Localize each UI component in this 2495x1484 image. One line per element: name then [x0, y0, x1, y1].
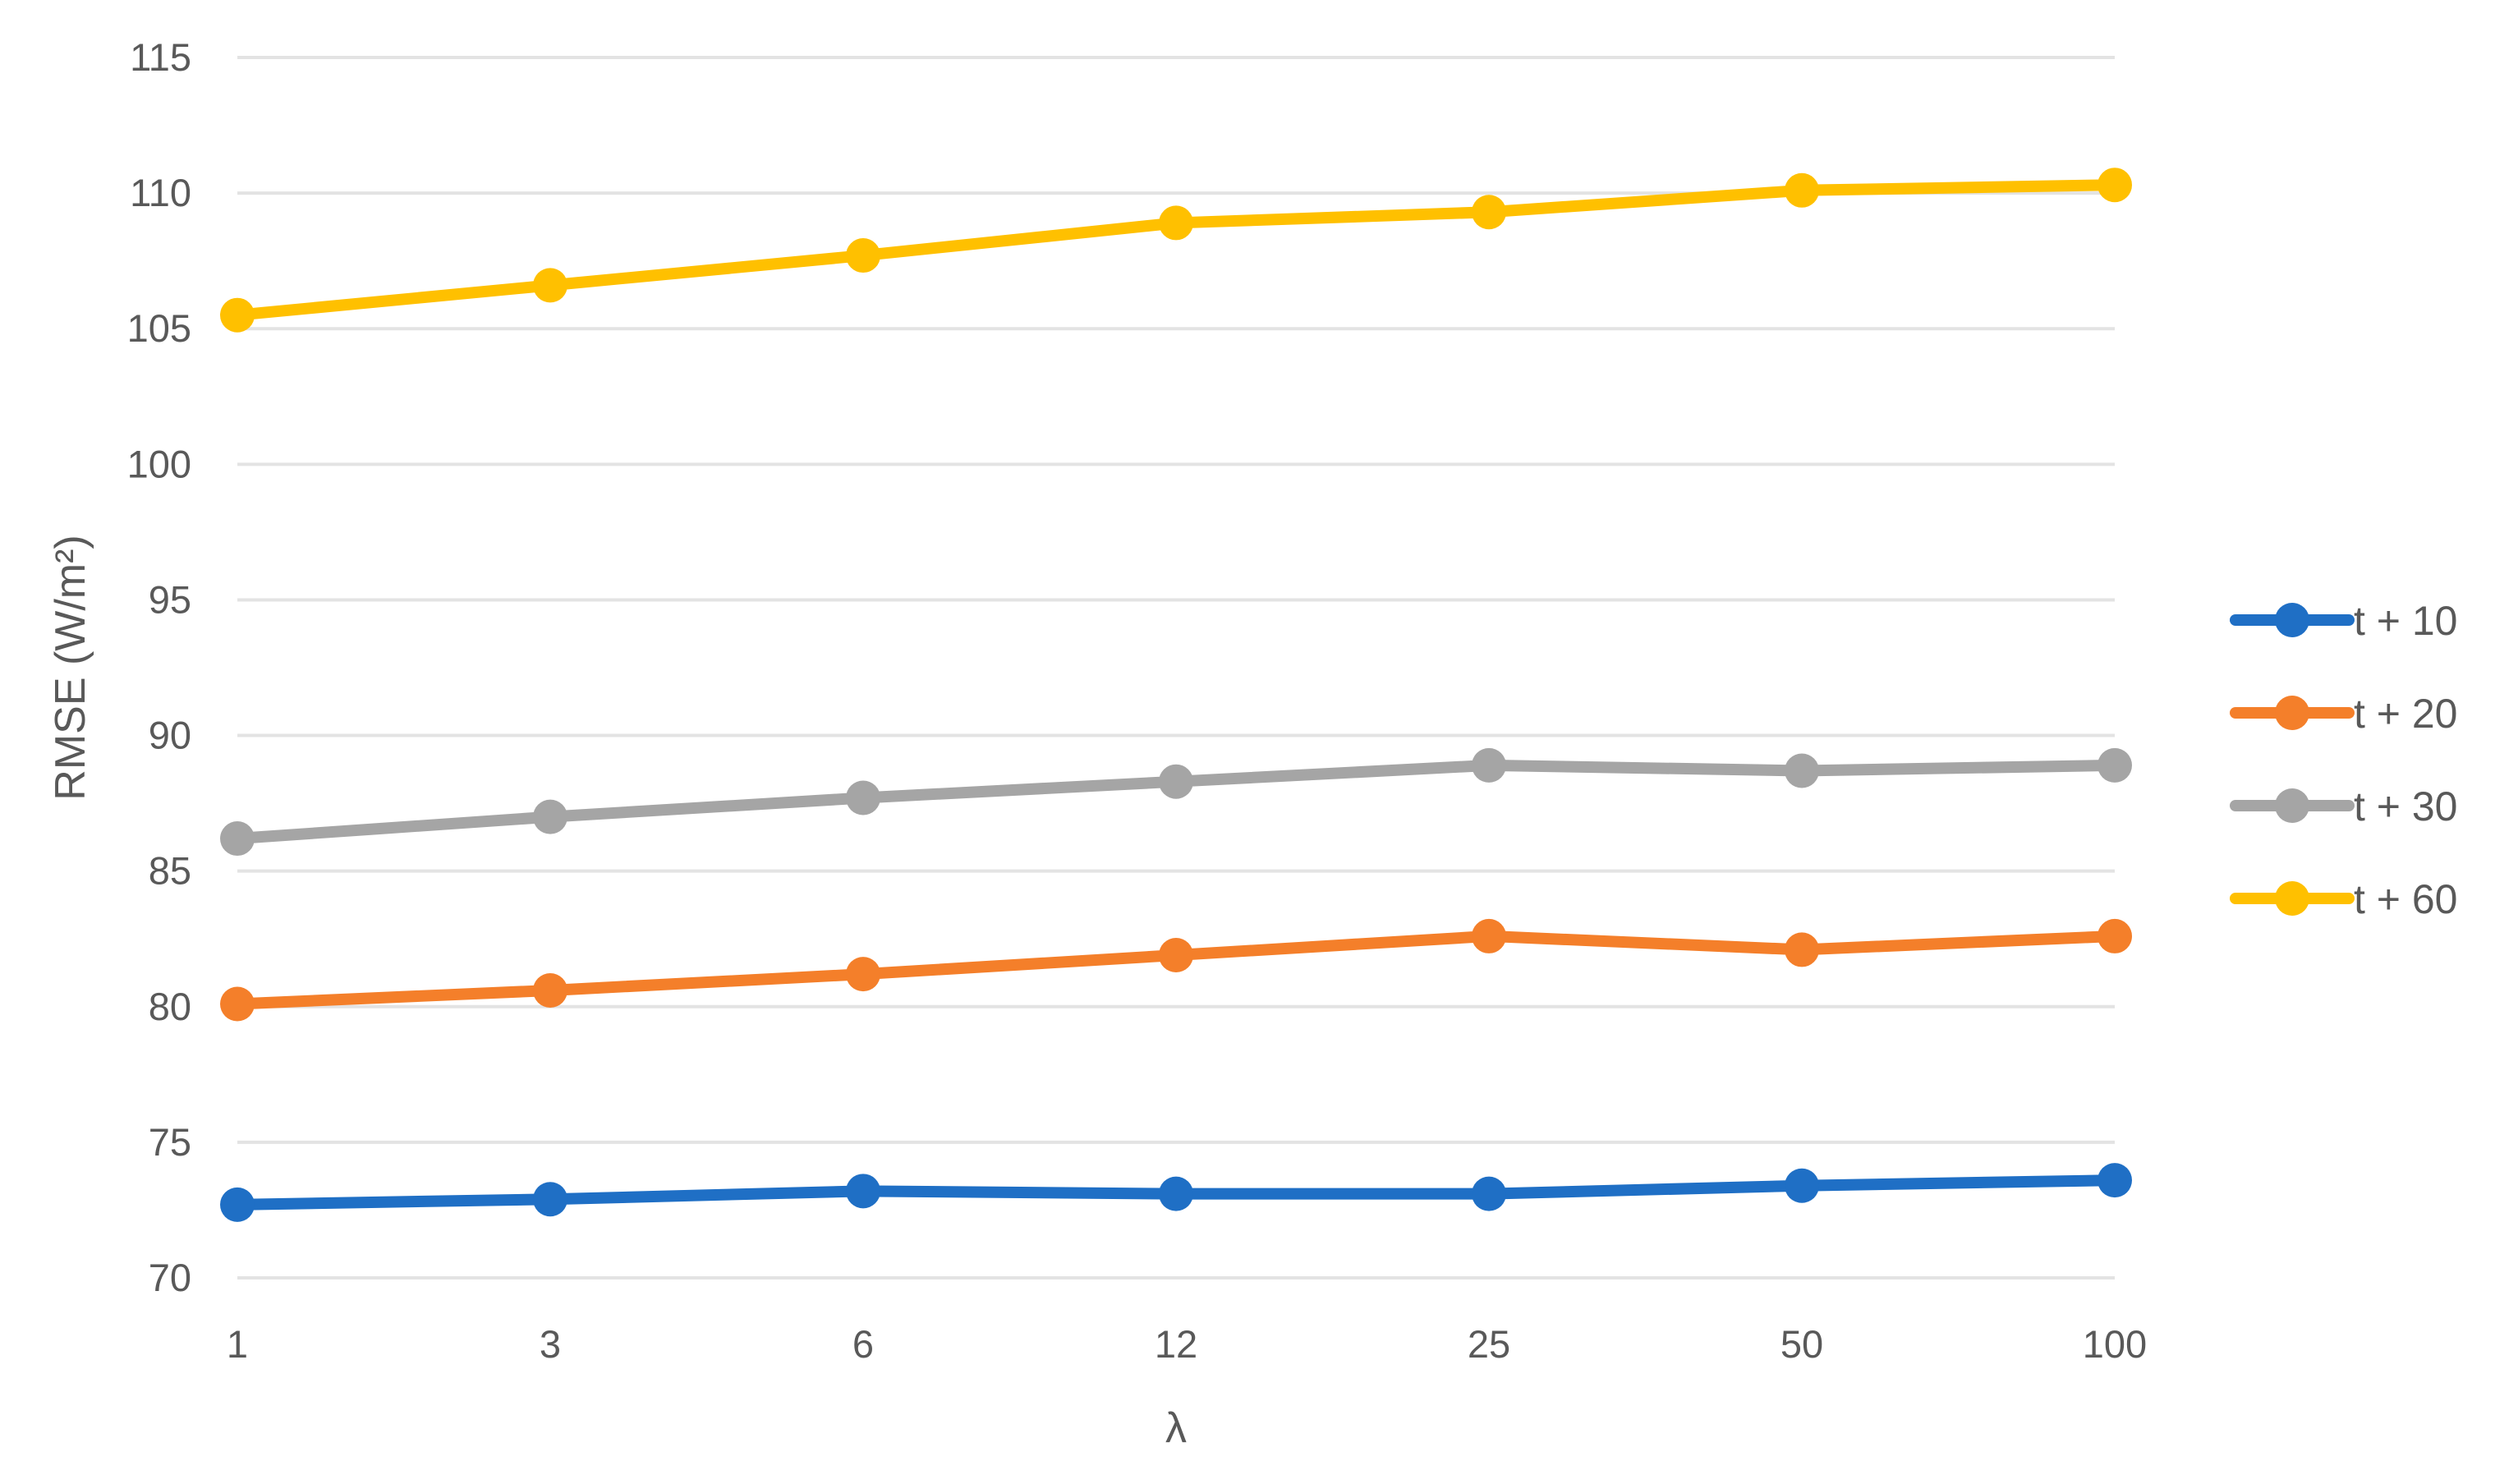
y-tick-label: 85: [149, 849, 191, 893]
data-point: [533, 1182, 567, 1217]
data-point: [1159, 1176, 1193, 1211]
x-tick-label: 1: [227, 1322, 248, 1366]
y-tick-label: 105: [127, 306, 191, 350]
data-point: [846, 780, 880, 816]
data-point: [1472, 1176, 1506, 1211]
gridlines: [237, 56, 2115, 1280]
data-point: [846, 1174, 880, 1209]
data-point: [533, 972, 567, 1008]
series-4: [220, 168, 2132, 333]
y-tick-label: 115: [130, 35, 191, 79]
y-tick-label: 70: [149, 1256, 191, 1299]
data-point: [1159, 764, 1193, 799]
data-point: [1785, 1168, 1819, 1203]
series-2: [220, 918, 2132, 1022]
data-point: [2098, 168, 2132, 203]
legend-swatch-marker: [2275, 603, 2309, 637]
series-lines: [220, 168, 2132, 1222]
legend-item: t + 10: [2230, 598, 2458, 644]
data-point: [533, 268, 567, 303]
data-point: [220, 986, 255, 1022]
legend-item: t + 60: [2230, 876, 2458, 922]
legend-label: t + 30: [2354, 783, 2458, 829]
data-point: [533, 799, 567, 834]
x-tick-label: 12: [1155, 1322, 1197, 1366]
data-point: [1785, 172, 1819, 208]
y-tick-label: 80: [149, 985, 191, 1028]
data-point: [1472, 195, 1506, 230]
data-point: [1159, 205, 1193, 241]
series-3: [220, 747, 2132, 857]
x-axis-title: λ: [1165, 1404, 1187, 1452]
legend-item: t + 20: [2230, 691, 2458, 737]
data-point: [2098, 1163, 2132, 1198]
legend-label: t + 60: [2354, 876, 2458, 922]
data-point: [846, 957, 880, 992]
x-tick-label: 50: [1781, 1322, 1823, 1366]
data-point: [1472, 747, 1506, 783]
y-tick-label: 95: [149, 577, 191, 621]
legend: t + 10 t + 20 t + 30 t + 60: [2230, 598, 2458, 922]
y-tick-label: 110: [130, 171, 191, 214]
x-tick-label: 3: [540, 1322, 561, 1366]
legend-item: t + 30: [2230, 783, 2458, 829]
legend-swatch-marker: [2275, 788, 2309, 823]
data-point: [220, 821, 255, 857]
data-point: [1785, 932, 1819, 967]
data-point: [220, 1187, 255, 1222]
data-point: [1472, 918, 1506, 953]
series-1: [220, 1163, 2132, 1222]
series-line: [232, 179, 2121, 321]
data-point: [846, 238, 880, 273]
data-point: [2098, 918, 2132, 953]
legend-label: t + 20: [2354, 691, 2458, 737]
data-point: [2098, 747, 2132, 783]
y-axis-title: RMSE (W/m²): [47, 535, 94, 800]
x-tick-label: 100: [2083, 1322, 2147, 1366]
y-tick-label: 90: [149, 714, 191, 757]
x-tick-label: 6: [852, 1322, 874, 1366]
data-point: [1785, 753, 1819, 788]
legend-swatch-marker: [2275, 696, 2309, 730]
y-tick-label: 75: [149, 1120, 191, 1164]
x-axis-tick-labels: 1 3 6 12 25 50 100: [227, 1322, 2147, 1366]
data-point: [1159, 938, 1193, 973]
x-tick-label: 25: [1468, 1322, 1510, 1366]
legend-swatch-marker: [2275, 881, 2309, 916]
legend-label: t + 10: [2354, 598, 2458, 644]
y-axis-tick-labels: 70 75 80 85 90 95 100 105 110 115: [127, 35, 191, 1299]
data-point: [220, 297, 255, 333]
y-tick-label: 100: [127, 442, 191, 485]
